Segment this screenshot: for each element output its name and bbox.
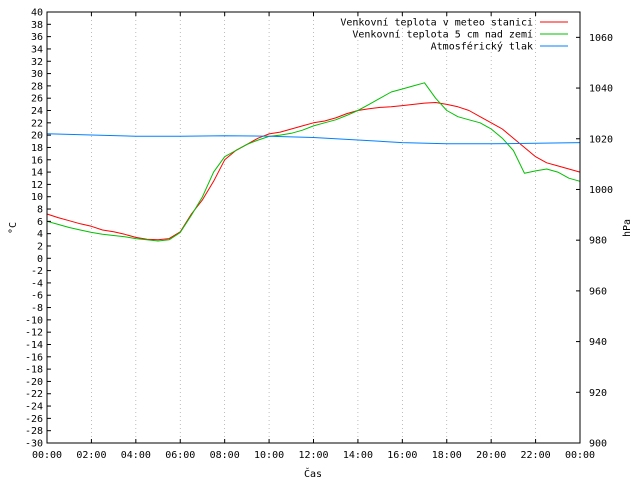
x-tick-label: 14:00 [343, 450, 373, 461]
left-tick-label: 24 [31, 106, 43, 117]
left-tick-label: 6 [37, 217, 43, 228]
left-tick-label: 38 [31, 20, 43, 31]
left-tick-label: 20 [31, 131, 43, 142]
axis-ticks [46, 11, 581, 444]
right-tick-label: 980 [589, 236, 607, 247]
series-line-0 [46, 102, 581, 241]
left-tick-label: 10 [31, 192, 43, 203]
left-axis-label: °C [8, 222, 19, 234]
left-tick-label: -26 [25, 414, 43, 425]
left-tick-label: -14 [25, 340, 43, 351]
left-tick-label: 32 [31, 57, 43, 68]
x-axis-label: Čas [304, 467, 322, 480]
right-tick-label: 940 [589, 337, 607, 348]
left-tick-label: 12 [31, 180, 43, 191]
left-tick-label: -18 [25, 365, 43, 376]
right-tick-label: 1060 [589, 33, 613, 44]
x-tick-label: 04:00 [121, 450, 151, 461]
x-tick-label: 10:00 [254, 450, 284, 461]
legend-label: Venkovní teplota v meteo stanici [340, 17, 533, 29]
left-tick-label: 36 [31, 32, 43, 43]
right-tick-label: 1020 [589, 134, 613, 145]
x-tick-label: 06:00 [165, 450, 195, 461]
left-tick-label: -8 [31, 303, 43, 314]
left-tick-label: 30 [31, 69, 43, 80]
left-tick-label: 4 [37, 229, 43, 240]
left-tick-label: 40 [31, 8, 43, 19]
right-tick-label: 920 [589, 388, 607, 399]
left-tick-label: 16 [31, 155, 43, 166]
left-tick-label: -30 [25, 439, 43, 450]
x-tick-label: 22:00 [521, 450, 551, 461]
left-axis-tick-labels: 4038363432302826242220181614121086420-2-… [25, 8, 43, 450]
right-tick-label: 900 [589, 439, 607, 450]
legend-label: Atmosférický tlak [431, 41, 533, 53]
x-tick-label: 20:00 [476, 450, 506, 461]
x-tick-label: 00:00 [32, 450, 62, 461]
x-tick-label: 16:00 [387, 450, 417, 461]
left-tick-label: -2 [31, 266, 43, 277]
left-tick-label: 22 [31, 118, 43, 129]
left-tick-label: -28 [25, 426, 43, 437]
left-tick-label: 28 [31, 81, 43, 92]
left-tick-label: 2 [37, 241, 43, 252]
right-axis-label: hPa [622, 219, 633, 237]
x-tick-label: 02:00 [76, 450, 106, 461]
right-tick-label: 1040 [589, 84, 613, 95]
left-tick-label: -22 [25, 389, 43, 400]
left-tick-label: -24 [25, 402, 43, 413]
left-tick-label: -4 [31, 278, 43, 289]
x-tick-label: 00:00 [565, 450, 595, 461]
right-tick-label: 960 [589, 286, 607, 297]
left-tick-label: -16 [25, 352, 43, 363]
series-layer [46, 82, 581, 242]
left-tick-label: -12 [25, 328, 43, 339]
right-tick-label: 1000 [589, 185, 613, 196]
left-tick-label: 14 [31, 168, 43, 179]
legend: Venkovní teplota v meteo staniciVenkovní… [340, 17, 568, 53]
x-tick-label: 08:00 [210, 450, 240, 461]
left-tick-label: 26 [31, 94, 43, 105]
left-tick-label: 34 [31, 44, 43, 55]
x-tick-label: 18:00 [432, 450, 462, 461]
series-line-2 [46, 133, 581, 145]
left-tick-label: -20 [25, 377, 43, 388]
left-tick-label: 18 [31, 143, 43, 154]
x-axis-tick-labels: 00:00 02:00 04:00 06:00 08:00 10:00 12:00 14:00… [32, 450, 595, 461]
legend-label: Venkovní teplota 5 cm nad zemí [352, 29, 533, 41]
left-tick-label: -6 [31, 291, 43, 302]
left-tick-label: -10 [25, 315, 43, 326]
left-tick-label: 0 [37, 254, 43, 265]
left-tick-label: 8 [37, 205, 43, 216]
x-tick-label: 12:00 [298, 450, 328, 461]
series-line-1 [46, 82, 581, 242]
right-axis-tick-labels: 1060 1040 1020 1000 980 960 940 920 900 [589, 33, 613, 450]
